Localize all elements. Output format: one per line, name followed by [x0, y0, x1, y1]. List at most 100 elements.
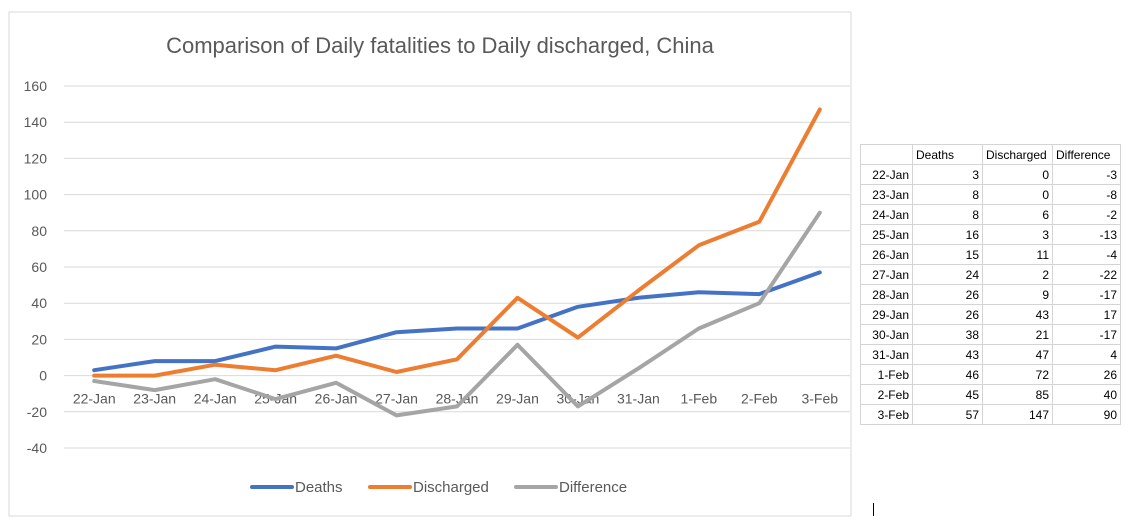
table-value-cell: 26	[1052, 364, 1121, 385]
series-lines	[92, 107, 822, 418]
table-row: 3-Feb 57 147 90	[860, 404, 1121, 425]
chart-border	[8, 11, 852, 517]
x-tick-label: 24-Jan	[194, 391, 237, 407]
table-value-cell: -13	[1052, 224, 1121, 245]
table-row: 2-Feb 45 85 40	[860, 384, 1121, 405]
table-value-cell: 24	[912, 264, 983, 285]
table-row: 30-Jan 38 21 -17	[860, 324, 1121, 345]
y-tick-label: -40	[27, 440, 47, 456]
table-value-cell: 17	[1052, 304, 1121, 325]
text-cursor	[873, 503, 874, 516]
table-value-cell: 26	[912, 304, 983, 325]
table-value-cell: 4	[1052, 344, 1121, 365]
table-value-cell: 0	[982, 184, 1053, 205]
table-value-cell: 40	[1052, 384, 1121, 405]
table-date-cell: 25-Jan	[860, 224, 913, 245]
table-value-cell: 90	[1052, 404, 1121, 425]
table-date-cell: 24-Jan	[860, 204, 913, 225]
table-value-cell: 3	[982, 224, 1053, 245]
x-tick-label: 23-Jan	[133, 391, 176, 407]
data-table-container: Deaths Discharged Difference 22-Jan 3 0 -3 2…	[860, 144, 1122, 425]
y-tick-label: 80	[31, 223, 47, 239]
table-value-cell: 0	[982, 164, 1053, 185]
table-value-cell: 6	[982, 204, 1053, 225]
table-body: 22-Jan 3 0 -3 23-Jan 8 0 -8 24-Jan 8 6 -2 25-Jan 16 3-…	[860, 164, 1121, 425]
table-row: 25-Jan 16 3 -13	[860, 224, 1121, 245]
table-date-cell: 2-Feb	[860, 384, 913, 405]
series-line-deaths	[92, 270, 822, 373]
table-value-cell: 8	[912, 204, 983, 225]
table-value-cell: 43	[982, 304, 1053, 325]
table-row: 22-Jan 3 0 -3	[860, 164, 1121, 185]
x-tick-label: 29-Jan	[496, 391, 539, 407]
table-value-cell: 16	[912, 224, 983, 245]
table-header-cell: Discharged	[982, 144, 1053, 165]
table-date-cell: 31-Jan	[860, 344, 913, 365]
y-tick-label: 120	[24, 150, 48, 166]
table-row: 26-Jan 15 11 -4	[860, 244, 1121, 265]
y-tick-label: 40	[31, 295, 47, 311]
table-value-cell: 11	[982, 244, 1053, 265]
table-value-cell: 8	[912, 184, 983, 205]
table-date-cell: 1-Feb	[860, 364, 913, 385]
x-tick-label: 3-Feb	[801, 391, 838, 407]
table-row: 1-Feb 46 72 26	[860, 364, 1121, 385]
table-value-cell: 3	[912, 164, 983, 185]
y-axis-tick-labels: -40 -20 0 20 40 60 80 100 120 140 160	[24, 78, 48, 456]
table-date-cell: 22-Jan	[860, 164, 913, 185]
table-row: 28-Jan 26 9 -17	[860, 284, 1121, 305]
legend-label-discharged: Discharged	[413, 479, 489, 496]
table-value-cell: 46	[912, 364, 983, 385]
table-value-cell: -17	[1052, 324, 1121, 345]
table-date-cell: 30-Jan	[860, 324, 913, 345]
table-date-cell: 28-Jan	[860, 284, 913, 305]
table-header-cell: Difference	[1052, 144, 1121, 165]
table-header-cell: Deaths	[912, 144, 983, 165]
y-tick-label: 0	[39, 368, 47, 384]
y-tick-label: -20	[27, 404, 47, 420]
table-value-cell: 38	[912, 324, 983, 345]
legend: Deaths Discharged Difference	[250, 479, 627, 496]
gridlines	[64, 85, 850, 449]
table-value-cell: 2	[982, 264, 1053, 285]
table-header-cell	[860, 144, 913, 165]
table-value-cell: 45	[912, 384, 983, 405]
table-value-cell: 15	[912, 244, 983, 265]
table-value-cell: -3	[1052, 164, 1121, 185]
legend-label-deaths: Deaths	[295, 479, 343, 496]
table-row: 29-Jan 26 43 17	[860, 304, 1121, 325]
series-line-difference	[92, 210, 822, 418]
table-row: 27-Jan 24 2 -22	[860, 264, 1121, 285]
series-line-discharged	[92, 107, 822, 378]
table-date-cell: 26-Jan	[860, 244, 913, 265]
table-value-cell: 43	[912, 344, 983, 365]
table-value-cell: -17	[1052, 284, 1121, 305]
table-value-cell: 85	[982, 384, 1053, 405]
table-value-cell: -4	[1052, 244, 1121, 265]
table-value-cell: -8	[1052, 184, 1121, 205]
table-value-cell: -22	[1052, 264, 1121, 285]
table-value-cell: 26	[912, 284, 983, 305]
legend-label-difference: Difference	[559, 479, 627, 496]
x-tick-label: 26-Jan	[315, 391, 358, 407]
table-row: 23-Jan 8 0 -8	[860, 184, 1121, 205]
x-tick-label: 2-Feb	[741, 391, 778, 407]
x-tick-label: 31-Jan	[617, 391, 660, 407]
table-value-cell: 47	[982, 344, 1053, 365]
table-value-cell: 21	[982, 324, 1053, 345]
table-row: 31-Jan 43 47 4	[860, 344, 1121, 365]
table-value-cell: 9	[982, 284, 1053, 305]
table-header-row: Deaths Discharged Difference	[860, 144, 1121, 165]
y-tick-label: 100	[24, 187, 48, 203]
x-tick-label: 1-Feb	[681, 391, 718, 407]
table-value-cell: 72	[982, 364, 1053, 385]
data-table: Deaths Discharged Difference 22-Jan 3 0 -3 2…	[860, 144, 1121, 425]
table-date-cell: 3-Feb	[860, 404, 913, 425]
table-value-cell: -2	[1052, 204, 1121, 225]
x-tick-label: 27-Jan	[375, 391, 418, 407]
table-date-cell: 27-Jan	[860, 264, 913, 285]
y-tick-label: 160	[24, 78, 48, 94]
table-value-cell: 57	[912, 404, 983, 425]
table-date-cell: 29-Jan	[860, 304, 913, 325]
